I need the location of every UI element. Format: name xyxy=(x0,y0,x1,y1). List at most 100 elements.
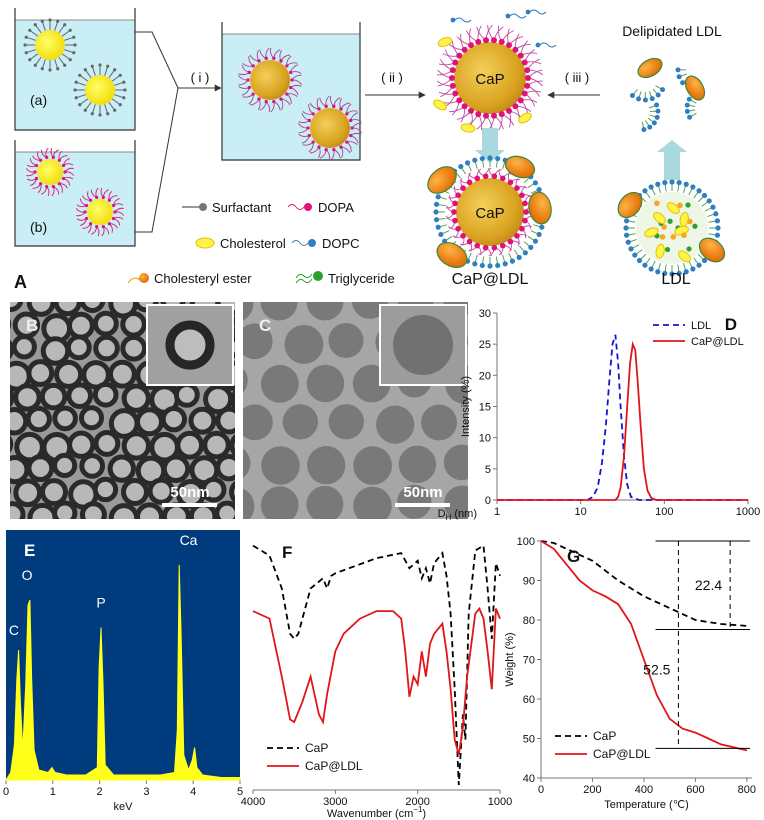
tem-particle xyxy=(120,334,148,362)
lipid-head xyxy=(452,217,458,224)
legend-label: CaP@LDL xyxy=(593,747,651,761)
lipid-head xyxy=(522,200,528,207)
dopc-head xyxy=(623,225,629,231)
tem-particle xyxy=(92,476,119,503)
tem-particle xyxy=(120,478,149,507)
triglyceride xyxy=(667,218,673,224)
surfactant xyxy=(54,22,58,31)
tem-particle xyxy=(173,381,200,408)
x-tick-label: 2000 xyxy=(405,796,429,808)
surfactant xyxy=(42,59,46,68)
lipid-head xyxy=(474,175,481,182)
lipid-head xyxy=(257,97,261,101)
core-label: CaP xyxy=(475,205,504,222)
lipid-head xyxy=(307,133,311,138)
product-label: CaP@LDL xyxy=(452,271,529,288)
tem-particle xyxy=(13,478,43,508)
lipid-head xyxy=(113,210,117,214)
core xyxy=(35,30,65,60)
cholesteryl-ester xyxy=(681,232,687,239)
legend-text: Cholesteryl ester xyxy=(154,271,252,286)
y-tick-label: 15 xyxy=(479,402,491,414)
lipid-head xyxy=(524,82,531,89)
lipid-head xyxy=(34,163,39,168)
tem-particle xyxy=(353,486,392,519)
lipid-head xyxy=(455,225,461,232)
surfactant-head xyxy=(74,96,78,100)
tem-particle xyxy=(26,454,55,483)
surfactant-head xyxy=(68,28,72,32)
lipid-head xyxy=(251,92,255,96)
lipid-head xyxy=(452,200,458,207)
legend-label: CaP xyxy=(305,741,328,755)
series-line xyxy=(497,334,748,501)
lipid-head xyxy=(247,70,251,75)
tem-particle xyxy=(67,430,96,459)
lipid-head xyxy=(349,133,353,138)
surfactant-head xyxy=(40,67,44,71)
tem-particle xyxy=(66,311,95,340)
x-axis-label: Temperature (℃) xyxy=(604,799,689,811)
scale-bar-label: 50nm xyxy=(170,484,209,501)
tem-particle xyxy=(26,359,55,387)
tem-particle xyxy=(135,502,165,519)
triglyceride xyxy=(664,246,671,253)
surfactant-head xyxy=(63,63,67,67)
surfactant xyxy=(104,104,108,113)
lipid-head xyxy=(45,185,49,189)
x-tick-label: 3000 xyxy=(323,796,347,808)
x-tick-label: 10 xyxy=(575,506,587,518)
surfactant-head xyxy=(24,51,28,55)
panel-label: E xyxy=(24,541,35,560)
dopc-head xyxy=(655,92,661,98)
cholesteryl-ester xyxy=(677,202,683,209)
lipid-head xyxy=(519,192,525,199)
lipid-head xyxy=(499,175,506,182)
x-tick-label: 600 xyxy=(686,784,704,796)
surfactant xyxy=(35,56,42,65)
tem-particle xyxy=(306,485,344,519)
lipid-head xyxy=(89,222,93,226)
dopc-head xyxy=(516,254,522,261)
dopc-head xyxy=(636,96,642,102)
lipid-head xyxy=(468,107,474,114)
tem-particle xyxy=(200,476,227,503)
tem-particle xyxy=(466,335,468,348)
tem-particle xyxy=(260,364,299,403)
lipid-head xyxy=(519,225,525,232)
dopc-head xyxy=(487,263,493,269)
lipid-head xyxy=(57,158,61,162)
surfactant xyxy=(85,70,92,79)
surfactant-head xyxy=(56,67,60,71)
lipid-head xyxy=(84,216,89,221)
core-label: CaP xyxy=(475,71,504,88)
scale-bar-label: 50nm xyxy=(403,484,442,501)
tem-particle xyxy=(260,302,298,321)
legend-label: CaP@LDL xyxy=(305,759,363,773)
peak-label: C xyxy=(9,622,19,638)
lipid-head xyxy=(324,104,328,109)
surfactant xyxy=(61,53,70,60)
dopc-head xyxy=(623,232,630,238)
tem-particle xyxy=(40,478,69,507)
lipid-head xyxy=(483,112,490,119)
apolipoprotein xyxy=(617,191,643,219)
legend-text: Cholesterol xyxy=(220,236,286,251)
lipid-head xyxy=(452,90,459,97)
dopc-head xyxy=(632,252,638,258)
cholesteryl-ester xyxy=(670,234,677,240)
lipid-head xyxy=(272,99,276,104)
dopc-head xyxy=(536,231,542,238)
tem-particle xyxy=(282,404,319,440)
cholesterol xyxy=(518,112,532,124)
lipid-head xyxy=(285,92,289,96)
x-tick-label: 0 xyxy=(3,786,9,798)
tem-particle xyxy=(230,389,235,411)
surfactant-head xyxy=(33,63,37,67)
surfactant-head xyxy=(122,96,126,100)
dopc-head xyxy=(636,257,643,264)
dopc-head xyxy=(648,184,654,190)
surfactant-head xyxy=(40,19,44,23)
surfactant-head xyxy=(28,58,32,62)
dopc-head xyxy=(651,120,657,126)
